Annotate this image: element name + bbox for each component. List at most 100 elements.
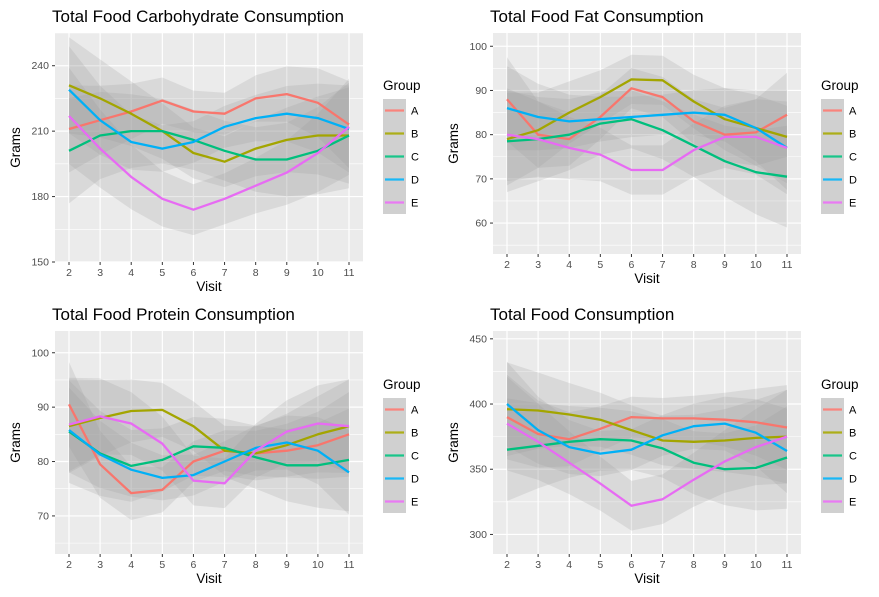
x-tick-label: 11 bbox=[782, 259, 793, 271]
series-line-B bbox=[68, 408, 350, 455]
chart-panel-2: 60 70 80 90 100 2 3 4 5 6 7 8 9 10 11 Total Food Fat Co… bbox=[446, 7, 859, 286]
x-tick-label: 9 bbox=[722, 259, 728, 271]
x-tick-label: 10 bbox=[312, 559, 324, 571]
y-tick-label: 70 bbox=[37, 510, 49, 522]
legend-title: Group bbox=[821, 377, 859, 392]
ribbon-C bbox=[69, 82, 349, 204]
ribbon-D bbox=[507, 361, 787, 494]
series-line-C bbox=[506, 438, 788, 471]
x-tick-label: 7 bbox=[222, 267, 228, 279]
y-tick-label: 80 bbox=[475, 129, 487, 141]
legend-label-C: C bbox=[849, 451, 857, 463]
legend-label-D: D bbox=[849, 474, 857, 486]
x-tick-label: 7 bbox=[660, 259, 666, 271]
ribbon-E bbox=[507, 376, 787, 531]
y-axis-title: Grams bbox=[446, 123, 461, 164]
series-line-D bbox=[506, 106, 788, 149]
legend-label-E: E bbox=[411, 198, 418, 210]
x-axis-title: Visit bbox=[196, 279, 222, 294]
x-axis-title: Visit bbox=[634, 571, 660, 586]
legend-label-A: A bbox=[849, 106, 857, 118]
ribbon-A bbox=[69, 66, 349, 173]
series-line-B bbox=[68, 84, 349, 163]
ribbon-B bbox=[69, 379, 349, 481]
ribbon-B bbox=[507, 362, 787, 484]
plot-background bbox=[493, 33, 801, 254]
x-tick-label: 11 bbox=[344, 267, 355, 279]
series-line-E bbox=[506, 422, 788, 507]
x-tick-label: 9 bbox=[284, 559, 290, 571]
legend-label-B: B bbox=[411, 129, 418, 141]
series-line-C bbox=[68, 430, 350, 468]
legend-label-D: D bbox=[411, 175, 419, 187]
ribbon-E bbox=[69, 67, 349, 236]
series-line-E bbox=[68, 115, 350, 211]
legend-label-D: D bbox=[849, 175, 857, 187]
x-tick-label: 10 bbox=[312, 267, 324, 279]
x-tick-label: 11 bbox=[344, 559, 355, 571]
chart-panel-1: 150 180 210 240 2 3 4 5 6 7 8 9 10 11 Total Food Carbo… bbox=[8, 7, 421, 294]
legend-label-C: C bbox=[411, 152, 419, 164]
y-tick-label: 180 bbox=[31, 191, 49, 203]
legend-label-D: D bbox=[411, 474, 419, 486]
x-axis-title: Visit bbox=[634, 271, 660, 286]
x-tick-label: 2 bbox=[504, 259, 510, 271]
legend-title: Group bbox=[383, 78, 421, 93]
x-tick-label: 8 bbox=[253, 559, 259, 571]
chart-title: Total Food Carbohydrate Consumption bbox=[52, 7, 344, 26]
y-tick-label: 150 bbox=[31, 257, 49, 269]
x-tick-label: 3 bbox=[535, 559, 541, 571]
chart-panel-3: 70 80 90 100 2 3 4 5 6 7 8 9 10 11 Total Food Protein … bbox=[8, 305, 421, 586]
series-line-D bbox=[506, 403, 788, 455]
series-line-B bbox=[506, 78, 788, 141]
legend-label-B: B bbox=[849, 428, 856, 440]
ribbon-D bbox=[69, 387, 349, 515]
legend-title: Group bbox=[383, 377, 421, 392]
chart-title: Total Food Fat Consumption bbox=[490, 7, 704, 26]
x-tick-label: 7 bbox=[660, 559, 666, 571]
x-tick-label: 4 bbox=[566, 259, 572, 271]
series-line-E bbox=[506, 133, 788, 172]
x-tick-label: 9 bbox=[284, 267, 290, 279]
legend-label-B: B bbox=[411, 428, 418, 440]
legend-label-E: E bbox=[849, 497, 856, 509]
series-line-B bbox=[506, 408, 788, 443]
y-axis-title: Grams bbox=[446, 422, 461, 463]
x-tick-label: 5 bbox=[597, 259, 603, 271]
ribbon-B bbox=[69, 37, 349, 188]
legend-label-A: A bbox=[411, 106, 419, 118]
x-tick-label: 6 bbox=[191, 559, 197, 571]
series-line-D bbox=[68, 429, 350, 480]
x-tick-label: 9 bbox=[722, 559, 728, 571]
x-tick-label: 2 bbox=[504, 559, 510, 571]
ribbon-C bbox=[507, 398, 787, 511]
y-tick-label: 300 bbox=[469, 529, 487, 541]
x-tick-label: 4 bbox=[128, 267, 134, 279]
x-tick-label: 6 bbox=[629, 559, 635, 571]
ribbon-C bbox=[69, 380, 349, 512]
x-tick-label: 10 bbox=[750, 259, 762, 271]
y-tick-label: 210 bbox=[31, 126, 49, 138]
y-tick-label: 100 bbox=[469, 41, 487, 53]
legend-label-C: C bbox=[849, 152, 857, 164]
legend-label-E: E bbox=[849, 198, 856, 210]
y-axis-title: Grams bbox=[8, 422, 23, 463]
x-tick-label: 3 bbox=[97, 267, 103, 279]
x-tick-label: 11 bbox=[782, 559, 793, 571]
x-tick-label: 2 bbox=[66, 267, 72, 279]
ribbon-A bbox=[69, 362, 349, 520]
x-axis-title: Visit bbox=[196, 571, 222, 586]
x-tick-label: 8 bbox=[253, 267, 259, 279]
x-tick-label: 5 bbox=[597, 559, 603, 571]
x-tick-label: 8 bbox=[691, 259, 697, 271]
series-line-A bbox=[67, 403, 350, 495]
series-line-D bbox=[68, 88, 350, 150]
plot-background bbox=[55, 331, 363, 554]
chart-panel-4: 300 350 400 450 2 3 4 5 6 7 8 9 10 11 Total Food Consu… bbox=[446, 305, 859, 586]
chart-title: Total Food Protein Consumption bbox=[52, 305, 295, 324]
plot-background bbox=[55, 33, 363, 262]
